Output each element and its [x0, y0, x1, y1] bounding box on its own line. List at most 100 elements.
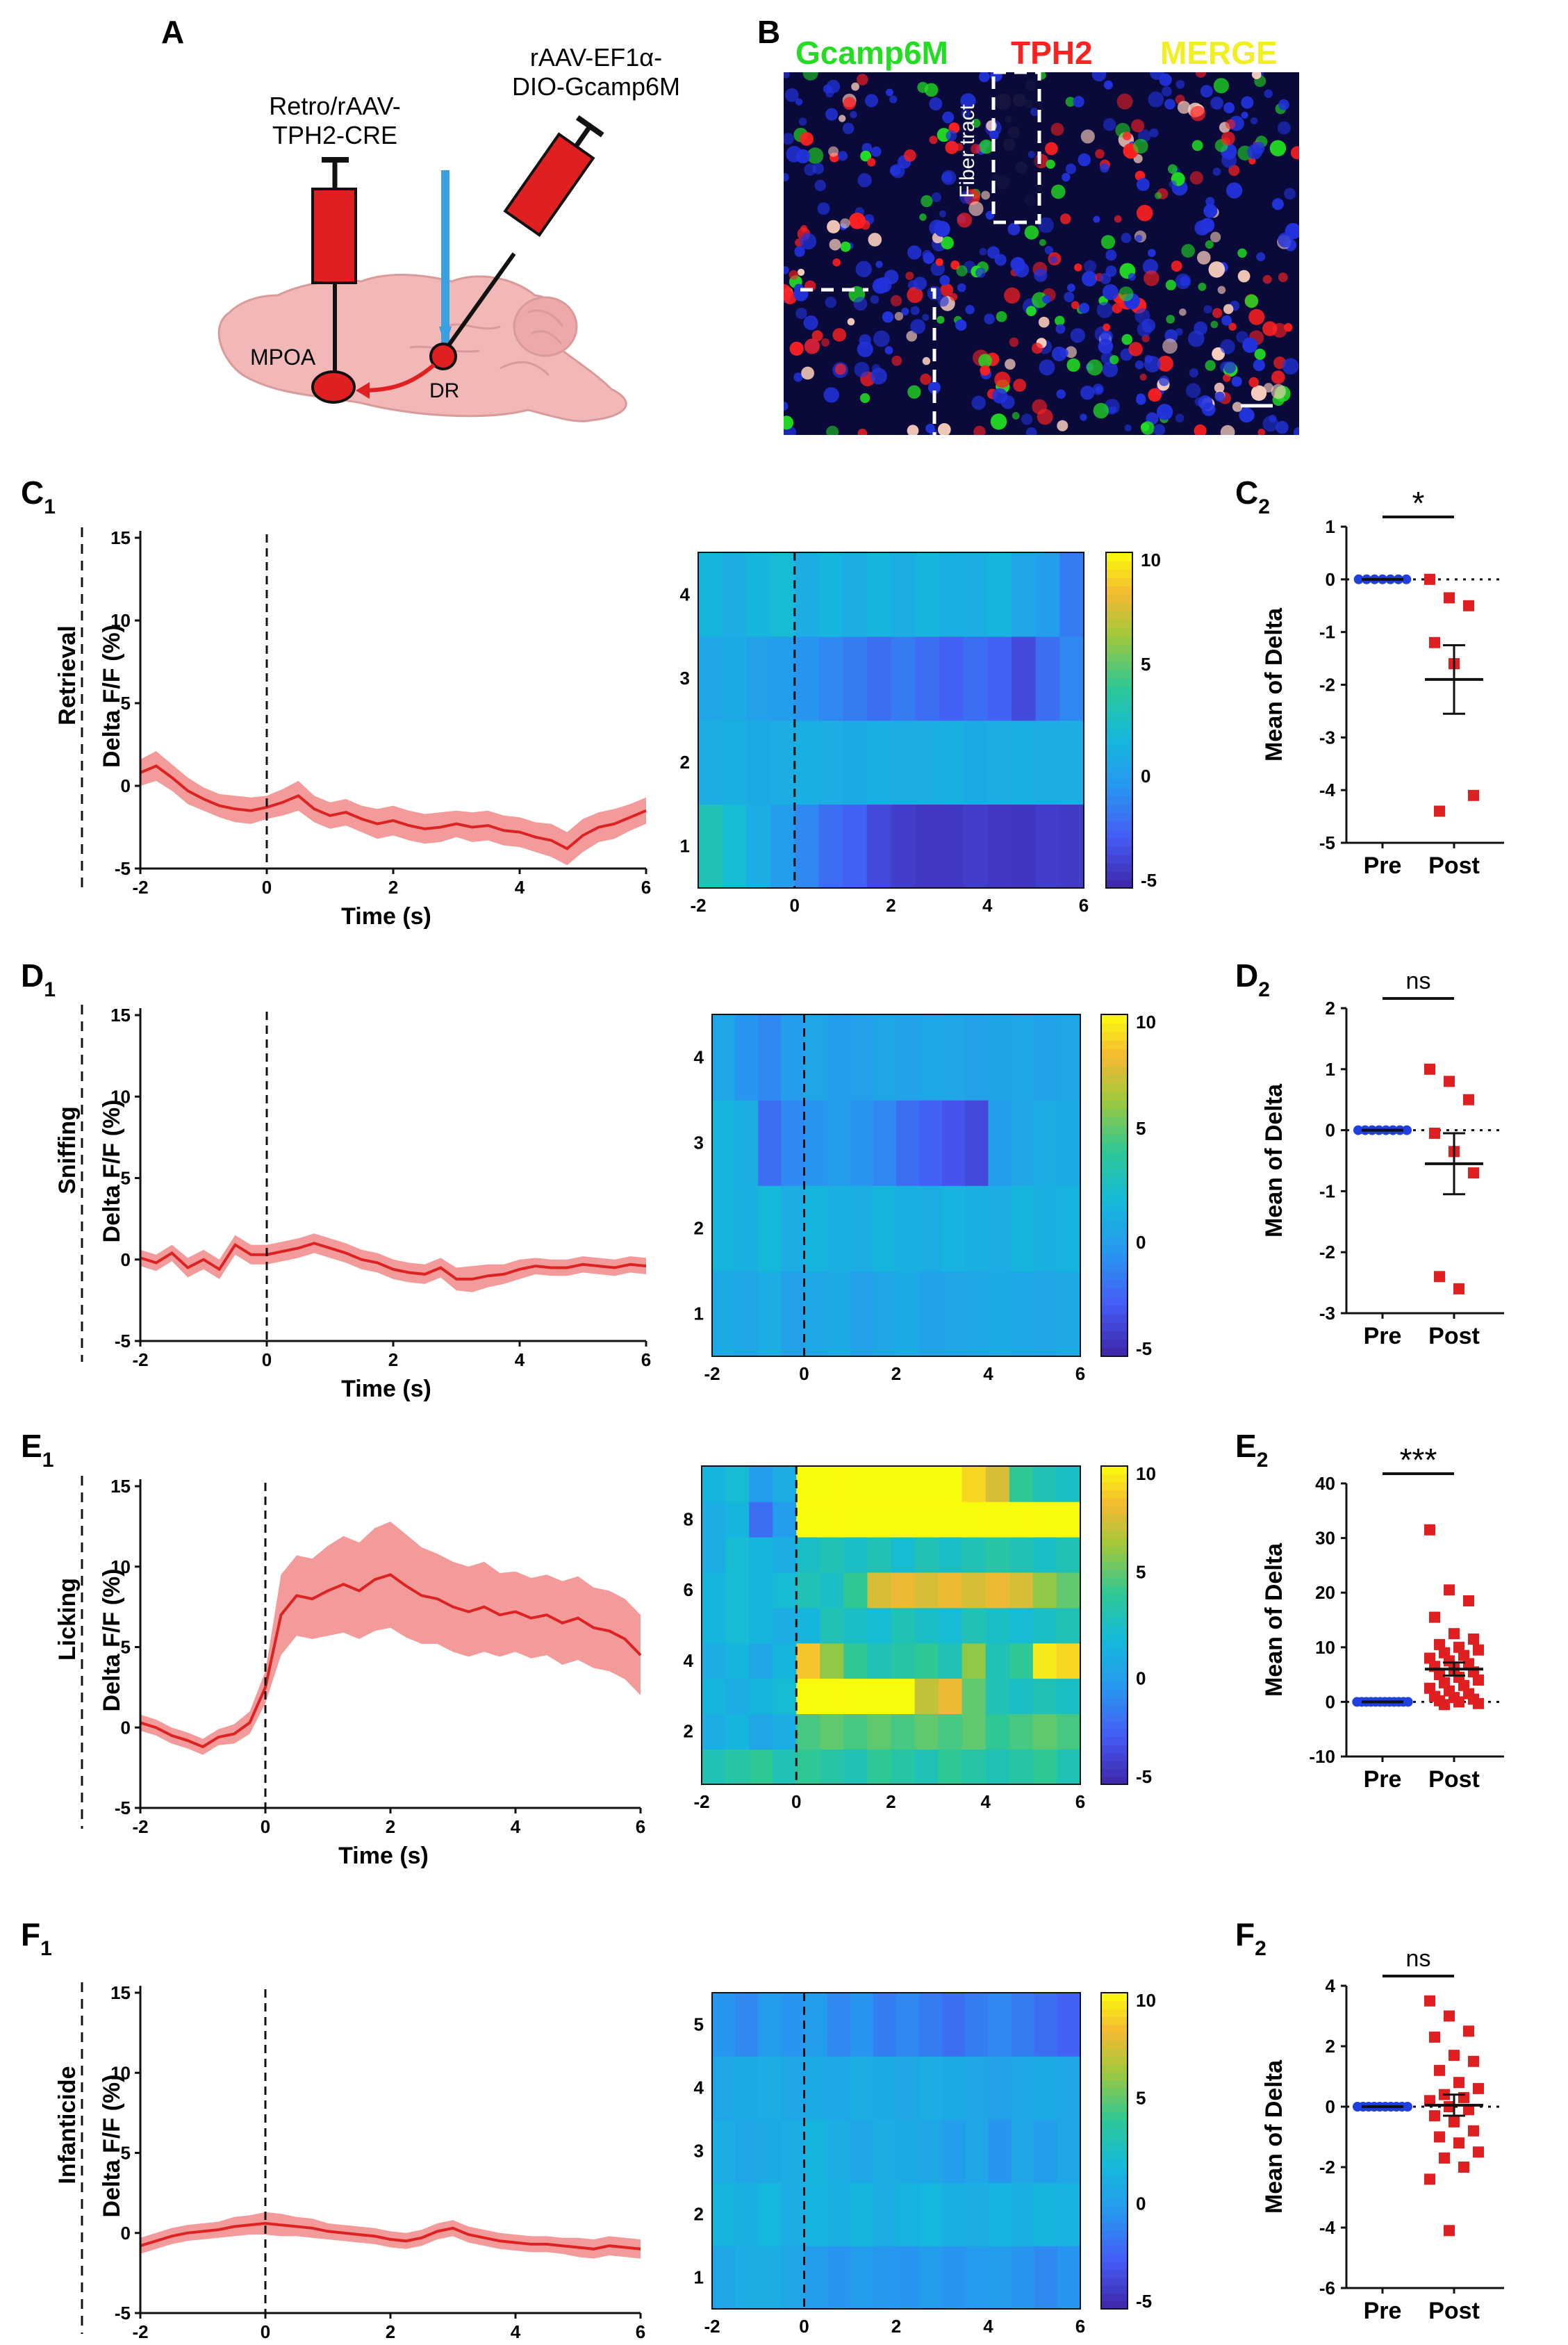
- cell-dot: [1251, 141, 1265, 155]
- y-tick-label: 1: [1326, 516, 1335, 537]
- heatmap-cell: [827, 1993, 851, 2057]
- cell-dot: [1065, 346, 1077, 359]
- y-tick-label: 8: [684, 1508, 693, 1529]
- cell-dot: [889, 165, 901, 176]
- colorbar-step: [1101, 1048, 1128, 1058]
- cell-dot: [1254, 348, 1266, 360]
- cell-dot: [793, 372, 803, 382]
- syringe-aav-icon: [503, 115, 604, 238]
- y-tick-label: 1: [1326, 1059, 1335, 1080]
- heatmap-cell: [820, 1536, 845, 1573]
- heatmap-cell: [891, 1678, 916, 1714]
- heatmap-cell: [867, 1536, 892, 1573]
- x-tick-label: -2: [704, 1363, 720, 1384]
- heatmap-cell: [867, 1678, 892, 1714]
- colorbar-step: [1106, 636, 1132, 645]
- heatmap-cell: [867, 1572, 892, 1608]
- y-tick-label: -5: [1319, 832, 1335, 853]
- colorbar-step: [1101, 2253, 1128, 2262]
- cell-dot: [842, 122, 855, 135]
- heatmap-cell: [1056, 1749, 1081, 1785]
- projection-arrow: [361, 363, 436, 393]
- heatmap-cell: [843, 1607, 868, 1644]
- colorbar-step: [1101, 1219, 1128, 1229]
- post-point: [1424, 1524, 1435, 1536]
- cell-dot: [1119, 286, 1134, 302]
- cell-dot: [1131, 119, 1145, 133]
- retro-virus-label-line1: Retro/rAAV-: [269, 92, 400, 120]
- cell-dot: [921, 195, 933, 208]
- heatmap-cell: [987, 804, 1012, 889]
- post-point: [1439, 1699, 1450, 1711]
- cell-dot: [1114, 215, 1122, 223]
- y-tick-label: 0: [1326, 1691, 1335, 1712]
- cell-dot: [1039, 239, 1046, 247]
- colorbar-tick-label: 0: [1136, 1232, 1146, 1253]
- heatmap-cell: [820, 1501, 845, 1538]
- x-tick-label: 2: [891, 2316, 901, 2337]
- heatmap-cell: [919, 1100, 943, 1186]
- post-point: [1473, 2146, 1484, 2158]
- heatmap-cell: [698, 636, 723, 721]
- heatmap-cell: [988, 1993, 1012, 2057]
- cell-dot: [919, 213, 927, 221]
- cell-dot: [968, 201, 984, 216]
- category-label-pre: Pre: [1364, 2298, 1402, 2324]
- post-point: [1468, 1167, 1479, 1179]
- cell-dot: [1121, 334, 1133, 345]
- cell-dot: [1271, 384, 1286, 400]
- colorbar-step: [1101, 2064, 1128, 2073]
- colorbar-step: [1106, 837, 1132, 847]
- heatmap-cell: [843, 1572, 868, 1608]
- colorbar-step: [1101, 1585, 1128, 1595]
- y-tick-label: 0: [1326, 2096, 1335, 2117]
- heatmap-cell: [770, 720, 795, 805]
- post-point: [1444, 1584, 1455, 1596]
- heatmap-cell: [781, 1014, 805, 1101]
- cell-dot: [1148, 91, 1164, 108]
- cell-dot: [1220, 425, 1235, 435]
- heatmap-cell: [896, 1185, 920, 1272]
- colorbar-step: [1101, 1688, 1128, 1697]
- cell-dot: [959, 190, 973, 204]
- heatmap-cell: [1034, 1014, 1058, 1101]
- y-tick-label: 5: [121, 2143, 131, 2164]
- colorbar-step: [1101, 1697, 1128, 1706]
- post-point: [1449, 1628, 1460, 1640]
- colorbar-tick-label: 0: [1141, 766, 1150, 787]
- cell-dot: [1251, 385, 1267, 401]
- heatmap-cell: [873, 1100, 897, 1186]
- cell-dot: [991, 173, 1000, 182]
- heatmap-cell: [758, 2119, 782, 2183]
- cell-dot: [826, 425, 839, 435]
- heatmap-cell: [1011, 1185, 1035, 1272]
- colorbar-step: [1101, 1253, 1128, 1263]
- heatmap-cell: [985, 1572, 1010, 1608]
- heatmap-cell: [850, 1185, 874, 1272]
- trace-chart: -2 0 2 4 6 -5 0 5 10 15 Time (s) Delta F/F (%) Retri…: [54, 527, 651, 930]
- post-point: [1473, 1644, 1484, 1656]
- heatmap-cell: [866, 804, 892, 889]
- cell-dot: [1135, 234, 1143, 242]
- colorbar-step: [1101, 1117, 1128, 1126]
- y-tick-label: 0: [121, 775, 131, 796]
- panel-letter-subscript: 1: [40, 1937, 52, 1960]
- cell-dot: [821, 338, 830, 347]
- colorbar-step: [1101, 2127, 1128, 2136]
- cell-dot: [1278, 272, 1288, 282]
- tph2-label: TPH2: [1011, 35, 1093, 71]
- heatmap-cell: [781, 1993, 805, 2057]
- y-tick-label: 0: [1326, 569, 1335, 590]
- cell-dot: [1148, 388, 1162, 402]
- cell-dot: [1212, 308, 1223, 318]
- heatmap-cell: [770, 636, 795, 721]
- cell-dot: [950, 260, 960, 270]
- post-point: [1463, 2025, 1474, 2037]
- cell-dot: [1228, 322, 1237, 331]
- cell-dot: [1030, 107, 1039, 117]
- cell-dot: [979, 247, 987, 256]
- cell-dot: [931, 192, 941, 202]
- heatmap-cell: [965, 1014, 989, 1101]
- heatmap-cell: [939, 552, 964, 637]
